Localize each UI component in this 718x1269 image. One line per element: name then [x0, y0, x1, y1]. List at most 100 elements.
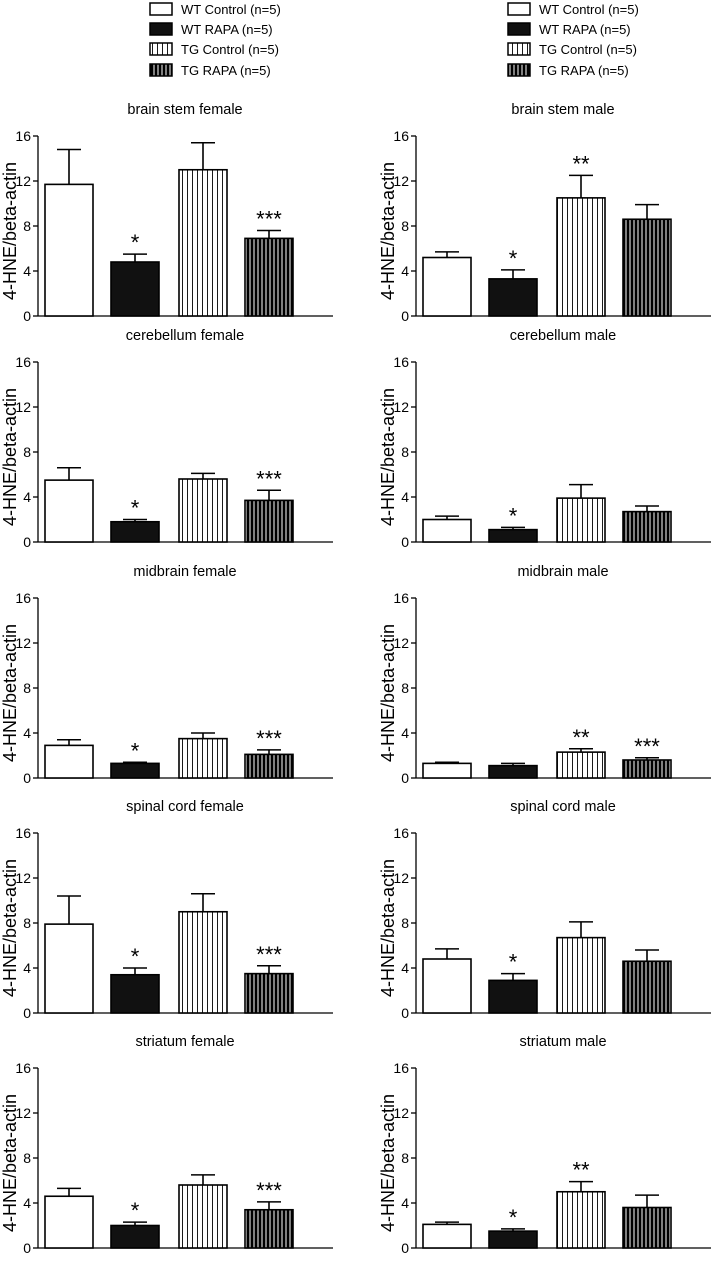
chart-title: brain stem male: [511, 102, 614, 118]
legend-swatch: [149, 22, 173, 36]
bar: [488, 278, 538, 317]
y-tick-label: 0: [401, 1240, 409, 1256]
bar: [44, 1195, 94, 1249]
bar: [488, 1230, 538, 1249]
chart-title: striatum female: [135, 1034, 234, 1050]
bar: [556, 751, 606, 779]
chart-panel: striatum female4-HNE/beta-actin0481216**…: [0, 1034, 333, 1256]
bar: [178, 168, 228, 317]
y-tick-label: 0: [23, 308, 31, 324]
y-tick-label: 12: [393, 173, 409, 189]
significance-label: *: [131, 230, 140, 255]
bar: [488, 764, 538, 779]
y-axis-label: 4-HNE/beta-actin: [378, 859, 398, 997]
y-tick-label: 16: [15, 825, 31, 841]
y-axis-label: 4-HNE/beta-actin: [0, 162, 20, 300]
y-tick-label: 16: [393, 1060, 409, 1076]
significance-label: *: [509, 503, 518, 528]
y-tick-label: 8: [23, 915, 31, 931]
y-tick-label: 12: [15, 870, 31, 886]
bar: [110, 520, 160, 543]
bar: [422, 1223, 472, 1249]
significance-label: ***: [634, 734, 660, 759]
y-tick-label: 16: [393, 590, 409, 606]
y-axis-label: 4-HNE/beta-actin: [378, 624, 398, 762]
legend-swatch: [507, 42, 531, 56]
bar: [622, 1206, 672, 1249]
chart-panels: brain stem female4-HNE/beta-actin0481216…: [0, 102, 711, 1256]
y-tick-label: 8: [23, 680, 31, 696]
bar: [556, 497, 606, 543]
chart-title: midbrain female: [133, 564, 236, 580]
bar: [556, 936, 606, 1014]
bar: [422, 958, 472, 1014]
bar: [178, 478, 228, 543]
y-tick-label: 4: [401, 725, 409, 741]
legend-swatch: [507, 22, 531, 36]
bar: [244, 972, 294, 1014]
bar: [244, 499, 294, 543]
bar: [110, 762, 160, 779]
bar: [488, 528, 538, 543]
y-tick-label: 12: [15, 173, 31, 189]
bar: [244, 237, 294, 317]
bar: [178, 737, 228, 779]
significance-label: *: [509, 1205, 518, 1230]
legend-swatch: [149, 42, 173, 56]
legend-label: WT RAPA (n=5): [539, 22, 631, 37]
y-tick-label: 0: [401, 1005, 409, 1021]
legends: WT Control (n=5) WT RAPA (n=5) TG Control …: [149, 2, 639, 78]
y-tick-label: 0: [23, 770, 31, 786]
bar: [556, 1190, 606, 1249]
bar: [556, 197, 606, 317]
significance-label: *: [131, 496, 140, 521]
bar: [622, 759, 672, 779]
bar: [178, 1184, 228, 1249]
y-tick-label: 8: [23, 218, 31, 234]
y-tick-label: 4: [23, 1195, 31, 1211]
y-tick-label: 16: [393, 354, 409, 370]
significance-label: *: [509, 246, 518, 271]
bar: [622, 960, 672, 1014]
bar: [422, 256, 472, 317]
y-axis-label: 4-HNE/beta-actin: [0, 624, 20, 762]
y-tick-label: 16: [15, 590, 31, 606]
bar: [110, 261, 160, 317]
y-tick-label: 4: [23, 725, 31, 741]
y-tick-label: 8: [401, 1150, 409, 1166]
y-tick-label: 16: [15, 128, 31, 144]
significance-label: ***: [256, 1178, 282, 1203]
legend-label: TG Control (n=5): [539, 42, 637, 57]
chart-panel: brain stem male4-HNE/beta-actin0481216**…: [378, 102, 711, 324]
bar: [622, 218, 672, 317]
y-tick-label: 4: [401, 1195, 409, 1211]
significance-label: **: [572, 725, 590, 750]
y-tick-label: 16: [393, 128, 409, 144]
y-tick-label: 8: [23, 444, 31, 460]
bar: [44, 744, 94, 779]
chart-title: cerebellum male: [510, 328, 616, 344]
bar: [422, 762, 472, 779]
legend-label: TG Control (n=5): [181, 42, 279, 57]
chart-title: cerebellum female: [126, 328, 244, 344]
bar: [422, 518, 472, 543]
bar: [178, 910, 228, 1014]
significance-label: *: [131, 1198, 140, 1223]
significance-label: *: [131, 944, 140, 969]
y-tick-label: 8: [401, 218, 409, 234]
significance-label: ***: [256, 942, 282, 967]
y-tick-label: 4: [401, 960, 409, 976]
significance-label: ***: [256, 726, 282, 751]
y-tick-label: 4: [401, 263, 409, 279]
y-tick-label: 0: [23, 534, 31, 550]
chart-title: midbrain male: [517, 564, 608, 580]
legend-swatch: [507, 63, 531, 77]
y-axis-label: 4-HNE/beta-actin: [0, 1094, 20, 1232]
y-tick-label: 12: [393, 399, 409, 415]
